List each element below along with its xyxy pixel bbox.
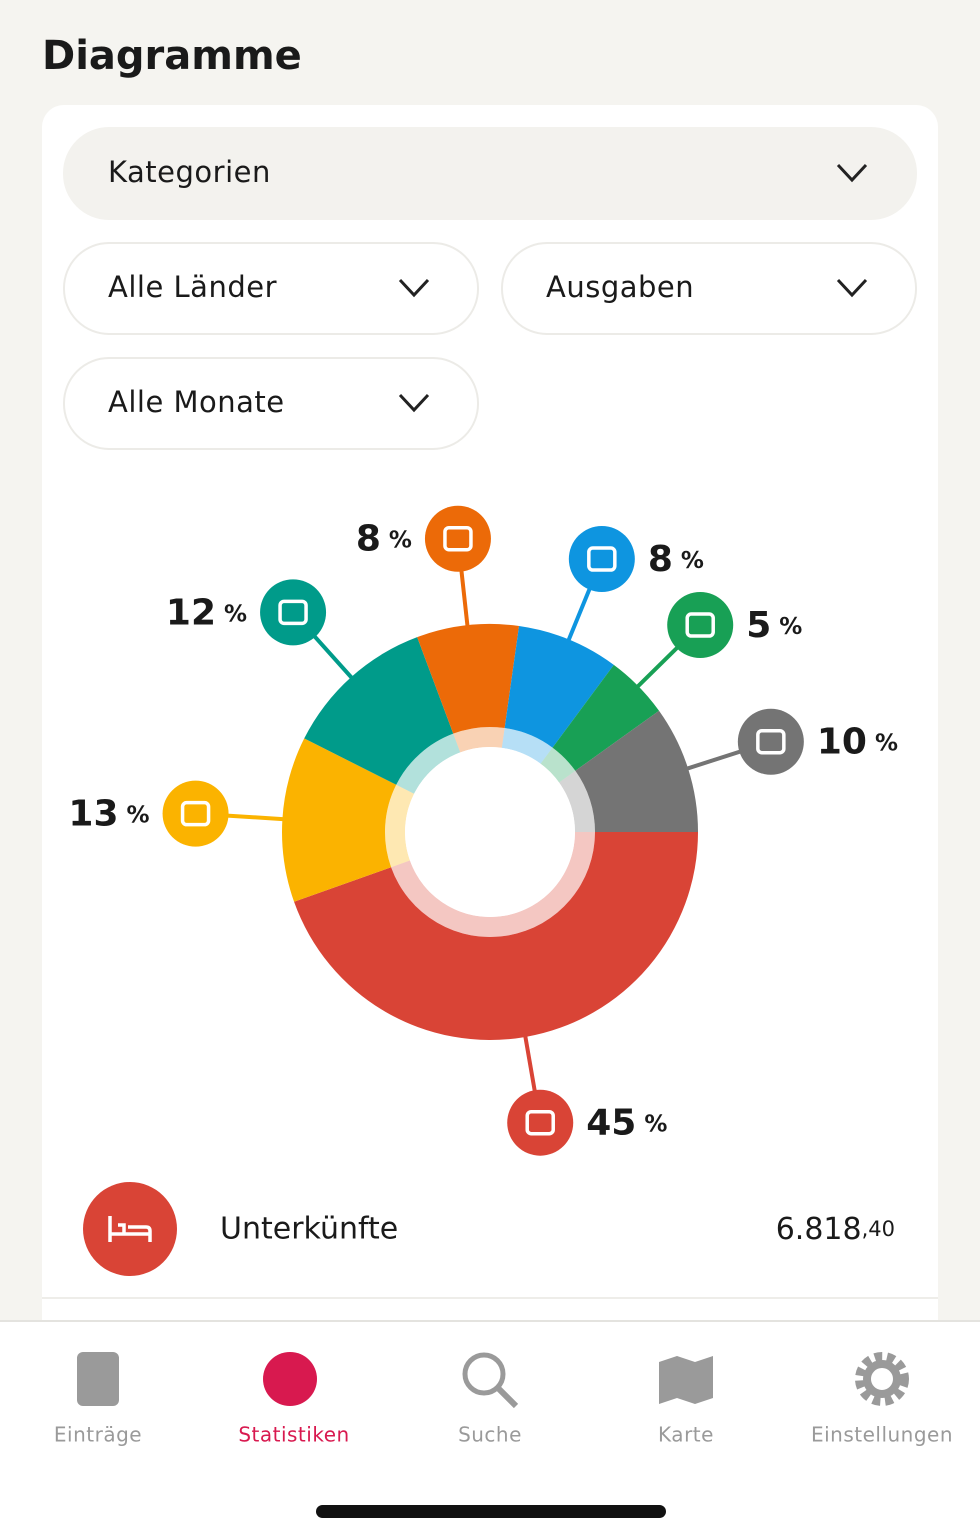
slice-inner bbox=[453, 727, 505, 753]
icon-glyph bbox=[525, 1109, 555, 1136]
amount-cents: ,40 bbox=[862, 1217, 895, 1241]
dropdown-label: Alle Monate bbox=[108, 385, 285, 419]
tabs: Einträge Statistiken Suche Karte Einstellung… bbox=[54, 1352, 953, 1447]
filter-group[interactable]: Kategorien bbox=[63, 127, 917, 220]
label-icon bbox=[507, 1089, 574, 1156]
icon-glyph bbox=[443, 525, 473, 552]
donut-hole bbox=[405, 747, 575, 917]
tab[interactable]: Einträge bbox=[54, 1352, 142, 1447]
tab-label: Karte bbox=[658, 1423, 714, 1447]
tab-label: Statistiken bbox=[238, 1423, 349, 1447]
slice-inner bbox=[396, 733, 461, 794]
item-label: Unterkünfte bbox=[220, 1212, 398, 1247]
tab-label: Suche bbox=[458, 1423, 522, 1447]
tab[interactable]: Suche bbox=[458, 1352, 522, 1447]
percent-value: 45 bbox=[586, 1103, 636, 1144]
amount: 6.818 bbox=[776, 1212, 862, 1247]
tab-label: Einträge bbox=[54, 1423, 142, 1447]
percent-value: 8 bbox=[356, 519, 381, 560]
percent-unit: % bbox=[779, 614, 802, 640]
slice bbox=[417, 624, 520, 734]
percent-label: 45% bbox=[586, 1103, 667, 1144]
icon-glyph bbox=[587, 546, 617, 572]
tab-icon-handle bbox=[495, 1385, 519, 1409]
percent-unit: % bbox=[127, 802, 150, 828]
dropdown-label: Kategorien bbox=[108, 155, 271, 189]
tab-label: Einstellungen bbox=[811, 1423, 953, 1447]
home-indicator bbox=[316, 1505, 666, 1518]
item-amount: 6.818,40 bbox=[776, 1212, 895, 1247]
dropdown-label: Alle Länder bbox=[108, 270, 277, 304]
chevron bbox=[398, 278, 430, 298]
dropdown[interactable] bbox=[63, 127, 917, 220]
percent-label: 8% bbox=[648, 539, 704, 580]
filter-month[interactable]: Alle Monate bbox=[63, 357, 479, 450]
slice bbox=[282, 738, 397, 902]
icon-glyph bbox=[278, 599, 308, 626]
slice bbox=[304, 637, 454, 785]
tab-icon bbox=[263, 1352, 317, 1406]
label-icon bbox=[260, 579, 327, 646]
percent-label: 12% bbox=[166, 592, 247, 633]
tab-icon bbox=[77, 1352, 119, 1406]
dropdown-label: Ausgaben bbox=[546, 270, 694, 304]
bed-glyph bbox=[108, 1216, 152, 1242]
tab[interactable]: Karte bbox=[658, 1356, 714, 1447]
filter-country[interactable]: Alle Länder bbox=[63, 242, 479, 335]
dropdown[interactable] bbox=[63, 242, 479, 335]
percent-unit: % bbox=[644, 1111, 667, 1137]
percent-label: 8% bbox=[356, 519, 412, 560]
icon-glyph bbox=[756, 728, 786, 755]
percent-label: 5% bbox=[746, 605, 802, 646]
slice-inner bbox=[540, 747, 576, 783]
slice bbox=[575, 710, 698, 832]
dropdown[interactable] bbox=[63, 357, 479, 450]
tab-icon bbox=[462, 1352, 506, 1396]
donut-chart: 45 %13 %12 %8% 8 %5 %10% bbox=[68, 505, 898, 1156]
page-title: Diagramme bbox=[42, 33, 302, 79]
percent-value: 10 bbox=[817, 722, 867, 763]
label-icon bbox=[667, 592, 734, 659]
percent-unit: % bbox=[681, 548, 704, 574]
tab-icon bbox=[659, 1356, 713, 1404]
filter-kind[interactable]: Ausgaben bbox=[501, 242, 917, 335]
chevron bbox=[398, 393, 430, 413]
label-icon bbox=[424, 505, 491, 572]
percent-value: 12 bbox=[166, 592, 216, 633]
percent-label: 13% bbox=[68, 794, 149, 835]
percent-value: 13 bbox=[68, 794, 118, 835]
category-icon bbox=[83, 1182, 177, 1276]
slice bbox=[504, 626, 614, 748]
dropdown[interactable] bbox=[501, 242, 917, 335]
tab-icon bbox=[855, 1352, 909, 1406]
slice-inner bbox=[385, 784, 415, 868]
slice bbox=[294, 832, 698, 1041]
slice-inner bbox=[391, 832, 595, 938]
percent-value: 8 bbox=[648, 539, 673, 580]
label-icon bbox=[737, 708, 804, 775]
chevron bbox=[836, 278, 868, 298]
tab[interactable]: Statistiken bbox=[238, 1352, 349, 1447]
icon-glyph bbox=[685, 612, 715, 638]
percent-unit: % bbox=[389, 527, 412, 553]
percent-unit: % bbox=[875, 730, 898, 756]
slice bbox=[552, 664, 660, 771]
list-item[interactable]: Unterkünfte 6.818,40 bbox=[42, 1182, 938, 1299]
percent-label: 10% bbox=[817, 722, 898, 763]
slice-inner bbox=[559, 770, 595, 832]
percent-unit: % bbox=[224, 601, 247, 627]
icon-glyph bbox=[180, 800, 211, 827]
tab-icon-core bbox=[863, 1360, 901, 1398]
label-icon bbox=[162, 780, 229, 847]
tab[interactable]: Einstellungen bbox=[811, 1352, 953, 1447]
slice-inner bbox=[501, 728, 553, 764]
label-icon bbox=[568, 526, 635, 593]
percent-value: 5 bbox=[746, 605, 771, 646]
chevron bbox=[836, 163, 868, 183]
